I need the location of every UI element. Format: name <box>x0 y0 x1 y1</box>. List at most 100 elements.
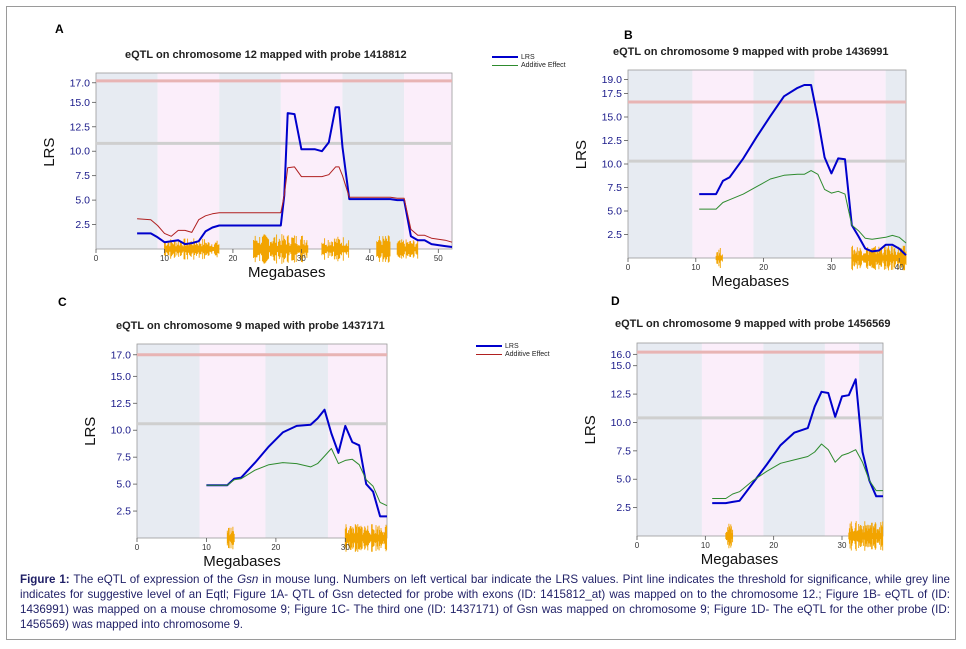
additive-effect-line <box>699 170 907 244</box>
chromosome-band <box>199 344 266 538</box>
x-tick-label: 0 <box>635 541 640 550</box>
y-tick-label: 15.0 <box>602 112 623 124</box>
plot-frame <box>636 342 884 537</box>
x-tick-label: 30 <box>827 263 836 272</box>
y-axis-label: LRS <box>573 140 590 169</box>
lrs-series-line <box>137 106 453 248</box>
y-tick-label: 10.0 <box>611 417 632 429</box>
y-tick-label: 12.5 <box>602 135 623 147</box>
chart-title: eQTL on chromosome 12 mapped with probe … <box>125 49 407 61</box>
caption-gene: Gsn <box>237 573 259 586</box>
y-tick-label: 10.0 <box>602 159 623 171</box>
marker-density <box>715 248 723 268</box>
x-tick-label: 40 <box>895 263 904 272</box>
x-axis-label: Megabases <box>712 273 790 290</box>
y-tick-label: 2.5 <box>75 219 90 231</box>
y-tick-label: 12.5 <box>611 389 632 401</box>
marker-density <box>253 234 309 264</box>
legend-label: LRS <box>521 53 535 61</box>
legend-label: Additive Effect <box>505 350 550 358</box>
plot-frame <box>136 343 388 539</box>
chart-title: eQTL on chromosome 9 mapped with probe 1… <box>615 318 891 330</box>
lrs-series-line <box>699 84 907 256</box>
y-tick-label: 17.0 <box>111 349 132 361</box>
x-tick-label: 50 <box>434 254 443 263</box>
caption-text: in mouse lung. Numbers on left vertical … <box>20 573 950 631</box>
additive-effect-line <box>206 448 388 507</box>
legend-swatch <box>476 353 502 355</box>
x-tick-label: 0 <box>135 543 140 552</box>
x-tick-label: 20 <box>759 263 768 272</box>
legend-swatch <box>492 56 518 58</box>
chromosome-band <box>280 73 343 249</box>
x-tick-label: 10 <box>701 541 710 550</box>
legend-item-lrs: LRS <box>492 53 566 61</box>
chromosome-band <box>701 343 764 536</box>
chromosome-band <box>157 73 220 249</box>
legend-swatch <box>492 64 518 66</box>
panel-letter: C <box>58 295 67 309</box>
y-tick-label: 7.5 <box>616 445 631 457</box>
chart-title: eQTL on chromosome 9 maped with probe 14… <box>116 320 385 332</box>
y-tick-label: 2.5 <box>607 229 622 241</box>
chromosome-band <box>219 73 281 249</box>
y-tick-label: 12.5 <box>111 398 132 410</box>
lrs-series-line <box>712 378 883 505</box>
y-tick-label: 10.0 <box>70 146 91 158</box>
marker-density <box>848 521 884 551</box>
y-tick-label: 2.5 <box>616 502 631 514</box>
y-tick-label: 17.5 <box>602 88 623 100</box>
x-tick-label: 30 <box>838 541 847 550</box>
y-tick-label: 15.0 <box>111 371 132 383</box>
y-tick-label: 5.0 <box>116 479 131 491</box>
x-tick-label: 40 <box>365 254 374 263</box>
y-tick-label: 7.5 <box>116 452 131 464</box>
chart-b: 2.5 5.0 7.5 10.0 12.5 15.0 17.5 19.0 0 10 20 30 40 Me… <box>573 69 907 290</box>
y-tick-label: 19.0 <box>602 74 623 86</box>
marker-density <box>226 526 235 550</box>
legend-item-additive: Additive Effect <box>476 350 550 358</box>
x-tick-label: 30 <box>341 543 350 552</box>
x-tick-label: 30 <box>297 254 306 263</box>
chromosome-band <box>859 343 883 536</box>
x-tick-label: 0 <box>626 263 631 272</box>
x-axis-label: Megabases <box>203 553 281 570</box>
y-axis-label: LRS <box>582 415 599 444</box>
marker-density <box>396 239 419 259</box>
x-tick-label: 10 <box>202 543 211 552</box>
x-tick-label: 10 <box>160 254 169 263</box>
figure-frame <box>6 6 956 640</box>
y-tick-label: 15.0 <box>70 97 91 109</box>
y-axis-label: LRS <box>41 138 58 167</box>
chromosome-band <box>404 73 452 249</box>
caption-label: Figure 1: <box>20 573 70 586</box>
marker-density <box>851 245 907 271</box>
chart-legend: LRS Additive Effect <box>476 342 550 358</box>
y-tick-label: 17.0 <box>70 77 91 89</box>
y-tick-label: 7.5 <box>607 182 622 194</box>
y-tick-label: 5.0 <box>75 195 90 207</box>
x-axis-label: Megabases <box>701 551 779 568</box>
panel-letter: B <box>624 28 633 42</box>
x-axis-label: Megabases <box>248 264 326 281</box>
x-tick-label: 10 <box>691 263 700 272</box>
legend-label: LRS <box>505 342 519 350</box>
y-tick-label: 2.5 <box>116 506 131 518</box>
y-tick-label: 15.0 <box>611 360 632 372</box>
chart-title: eQTL on chromosome 9 mapped with probe 1… <box>613 46 889 58</box>
y-tick-label: 7.5 <box>75 170 90 182</box>
chromosome-band <box>342 73 405 249</box>
legend-item-lrs: LRS <box>476 342 550 350</box>
additive-effect-line <box>137 166 453 243</box>
panel-letter: D <box>611 294 620 308</box>
y-tick-label: 12.5 <box>70 121 91 133</box>
caption-text: The eQTL of expression of the <box>69 573 238 586</box>
marker-density <box>725 523 734 549</box>
chart-legend: LRS Additive Effect <box>492 53 566 69</box>
legend-item-additive: Additive Effect <box>492 61 566 69</box>
y-tick-label: 5.0 <box>616 474 631 486</box>
chromosome-band <box>265 344 328 538</box>
chromosome-band <box>885 70 906 258</box>
